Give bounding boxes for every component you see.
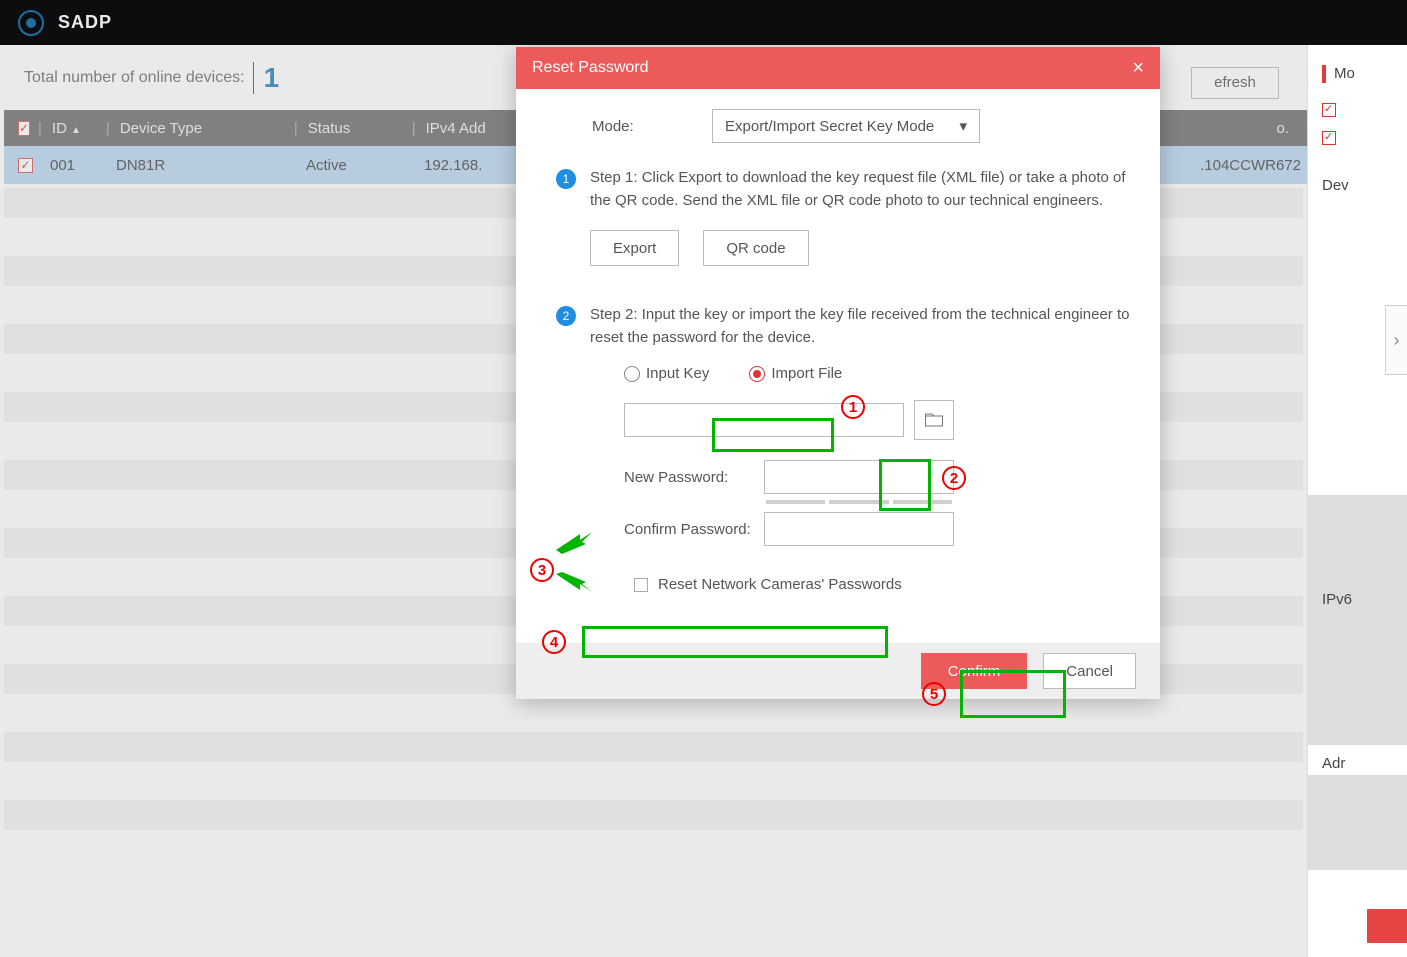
side-checkbox-2[interactable] [1322,131,1336,145]
modal-header: Reset Password × [516,47,1160,89]
pw-strength-seg [893,500,952,504]
step2-text: Step 2: Input the key or import the key … [590,304,1132,349]
app-logo-icon [18,10,44,36]
cancel-button[interactable]: Cancel [1043,653,1136,689]
qrcode-button[interactable]: QR code [703,230,808,266]
cell-type: DN81R [116,157,306,174]
step1-text: Step 1: Click Export to download the key… [590,167,1132,212]
side-adm-label: Adr [1322,755,1345,772]
modal-footer: Confirm Cancel [516,643,1160,699]
annot-circle-2: 2 [942,466,966,490]
col-serial[interactable]: o. [1268,120,1307,137]
step2-badge: 2 [556,306,576,326]
modal-title: Reset Password [532,59,649,77]
step1-badge: 1 [556,169,576,189]
select-all-checkbox[interactable] [18,121,30,136]
divider [253,62,254,94]
mode-label: Mode: [592,118,712,135]
side-ipv6-label: IPv6 [1322,591,1352,608]
titlebar: SADP [0,0,1407,45]
mode-value: Export/Import Secret Key Mode [725,118,934,135]
col-type[interactable]: Device Type [112,120,292,137]
refresh-button[interactable]: efresh [1191,67,1279,99]
confirm-password-label: Confirm Password: [624,521,764,538]
arrow-icon [556,572,592,596]
side-panel: Mo Dev › IPv6 Adr [1307,45,1407,957]
side-expand-tab[interactable]: › [1385,305,1407,375]
cell-serial: .104CCWR672 [1200,157,1307,174]
annot-circle-4: 4 [542,630,566,654]
cell-ip: 192.168. [424,157,524,174]
export-button[interactable]: Export [590,230,679,266]
radio-import-file[interactable]: Import File [739,361,852,386]
col-status[interactable]: Status [300,120,410,137]
mode-select[interactable]: Export/Import Secret Key Mode ▾ [712,109,980,143]
app-name: SADP [58,12,112,33]
pw-strength-seg [766,500,825,504]
side-red-button[interactable] [1367,909,1407,943]
total-devices-label: Total number of online devices: [24,69,245,87]
browse-button[interactable] [914,400,954,440]
reset-password-modal: Reset Password × Mode: Export/Import Sec… [516,47,1160,699]
annot-circle-1: 1 [841,395,865,419]
cell-status: Active [306,157,424,174]
reset-cameras-checkbox[interactable] [634,578,648,592]
reset-cameras-row[interactable]: Reset Network Cameras' Passwords [624,570,1132,599]
folder-icon [925,413,943,427]
side-title: Mo [1334,65,1355,82]
arrow-icon [556,530,592,554]
annot-circle-5: 5 [922,682,946,706]
annot-circle-3: 3 [530,558,554,582]
radio-input-key[interactable]: Input Key [624,365,709,382]
cell-id: 001 [46,157,116,174]
confirm-password-input[interactable] [764,512,954,546]
side-checkbox-1[interactable] [1322,103,1336,117]
row-checkbox[interactable] [18,158,33,173]
chevron-down-icon: ▾ [959,117,967,135]
total-devices-value: 1 [264,62,280,94]
col-ip[interactable]: IPv4 Add [418,120,518,137]
side-grey-block: IPv6 [1308,495,1407,745]
reset-cameras-label: Reset Network Cameras' Passwords [658,576,902,593]
new-password-input[interactable] [764,460,954,494]
accent-bar [1322,65,1326,83]
chevron-right-icon: › [1394,330,1400,351]
col-id[interactable]: ID ▲ [44,120,104,137]
side-grey-block-2 [1308,775,1407,870]
new-password-label: New Password: [624,469,764,486]
side-dev-label: Dev [1322,177,1397,194]
pw-strength-seg [829,500,888,504]
close-icon[interactable]: × [1132,57,1144,80]
